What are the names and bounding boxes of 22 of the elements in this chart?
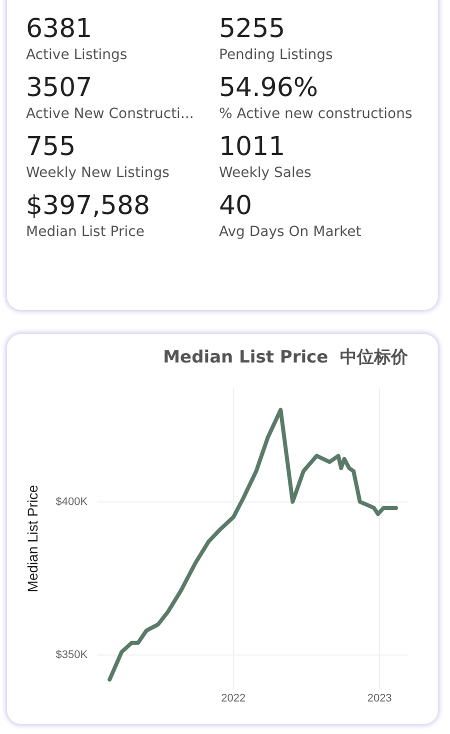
text: Active New Constructi... [26, 105, 195, 124]
text: % Active new constructions [219, 105, 414, 124]
text: Weekly Sales [219, 164, 312, 183]
y-axis-title: Median List Price [24, 484, 40, 592]
text: 40 [219, 191, 254, 222]
y-tick-label: $400K [56, 496, 88, 508]
text: 755 [26, 132, 77, 163]
text: $397,588 [26, 191, 152, 222]
text: 5255 [219, 14, 286, 45]
text: 54.96% [219, 73, 320, 104]
text: 1011 [219, 132, 286, 163]
text: Avg Days On Market [219, 223, 362, 242]
text: Pending Listings [219, 46, 334, 65]
chart-title: Median List Price 中位标价 [163, 348, 409, 368]
text: Weekly New Listings [26, 164, 170, 183]
x-tick-label: 2022 [221, 692, 246, 704]
y-tick-label: $350K [56, 649, 88, 662]
text: Active Listings [26, 46, 128, 65]
x-tick-label: 2023 [367, 692, 392, 704]
text: 3507 [26, 73, 94, 104]
text: 6381 [26, 14, 94, 45]
text: Median List Price [26, 223, 146, 242]
